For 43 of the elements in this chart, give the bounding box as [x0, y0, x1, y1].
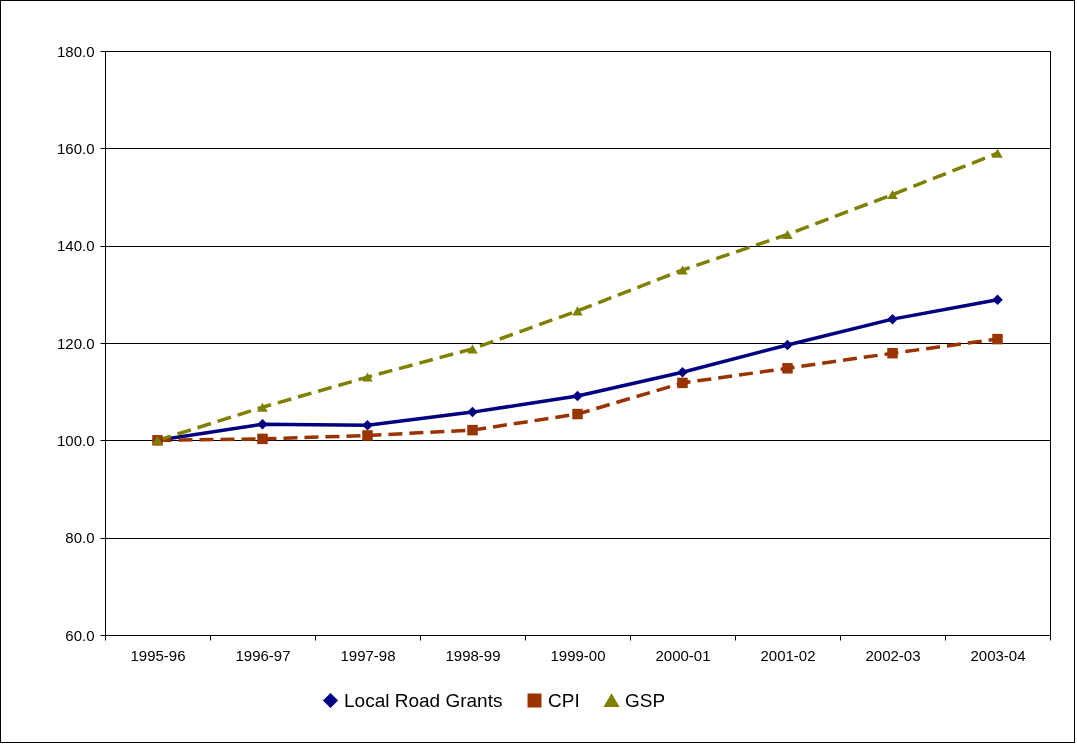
x-tick-label: 2002-03 — [865, 646, 921, 664]
point — [992, 148, 1003, 158]
x-tick-label: 2001-02 — [760, 646, 816, 664]
y-tick-label: 120.0 — [56, 334, 95, 352]
x-tick-label: 1996-97 — [235, 646, 291, 664]
y-tick-label: 100.0 — [56, 431, 95, 449]
point — [257, 433, 268, 445]
point — [362, 420, 373, 431]
point — [257, 402, 268, 412]
x-tick-label: 1997-98 — [340, 646, 396, 664]
y-tick-label: 160.0 — [56, 139, 95, 157]
x-tick-label: 2000-01 — [655, 646, 711, 664]
point — [887, 313, 898, 325]
x-tick-label: 1998-99 — [445, 646, 501, 664]
point — [572, 390, 583, 402]
y-tick-label: 140.0 — [56, 237, 95, 255]
point — [362, 372, 373, 382]
point — [257, 419, 268, 430]
point — [887, 347, 898, 359]
y-tick-label: 80.0 — [65, 529, 95, 547]
point — [782, 363, 793, 374]
point — [992, 294, 1003, 305]
y-tick-label: 60.0 — [65, 626, 95, 644]
legend-label: Local Road Grants — [344, 689, 503, 711]
point — [782, 339, 793, 351]
point — [572, 408, 583, 420]
point — [467, 424, 478, 436]
point — [887, 190, 898, 200]
x-tick-label: 1995-96 — [130, 646, 186, 664]
y-tick-label: 180.0 — [56, 42, 95, 60]
point — [677, 265, 688, 275]
point — [362, 430, 373, 441]
point — [572, 306, 583, 316]
point — [467, 406, 478, 418]
x-tick-label: 1999-00 — [550, 646, 606, 664]
point — [782, 229, 793, 240]
legend-label: GSP — [625, 689, 666, 711]
x-tick-label: 2003-04 — [970, 646, 1026, 664]
point — [677, 366, 688, 378]
point — [677, 377, 688, 389]
point — [992, 333, 1003, 345]
point — [467, 344, 478, 354]
legend-label: CPI — [548, 689, 580, 711]
